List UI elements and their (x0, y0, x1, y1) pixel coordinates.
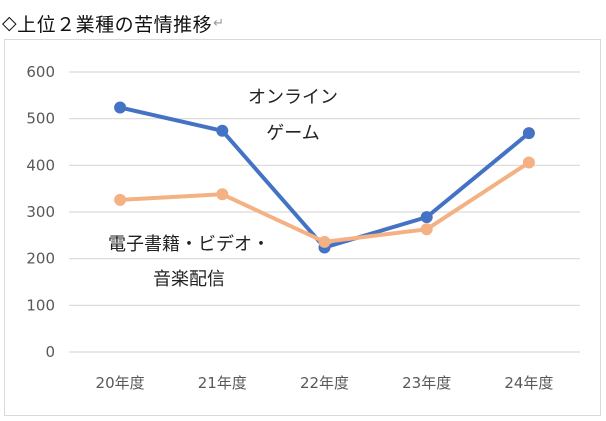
x-tick-label: 23年度 (402, 374, 451, 392)
data-point-series1-4 (522, 156, 535, 169)
series-line-1 (118, 160, 531, 244)
annotation-online-game-line1: オンライン (248, 87, 338, 108)
series-annotations: オンライン ゲーム 電子書籍・ビデオ・ 音楽配信 (108, 87, 338, 290)
chart-frame: 0 100 200 300 400 500 600 20年度 21年度 22年度 23年度 24年度… (4, 39, 601, 416)
series-line-0 (118, 105, 531, 250)
data-point-series0-3 (420, 211, 433, 224)
y-tick-label: 400 (26, 156, 55, 174)
x-tick-label: 24年度 (504, 374, 553, 392)
data-point-series1-0 (114, 193, 127, 206)
y-tick-label: 600 (26, 63, 55, 81)
data-point-series1-3 (420, 223, 433, 236)
y-axis-tick-labels: 0 100 200 300 400 500 600 (26, 63, 55, 361)
series-lines (118, 105, 531, 250)
annotation-ebook-line1: 電子書籍・ビデオ・ (108, 234, 270, 255)
x-tick-label: 22年度 (300, 374, 349, 392)
annotation-online-game-line2: ゲーム (266, 123, 319, 144)
y-tick-label: 200 (26, 250, 55, 268)
x-tick-label: 20年度 (96, 374, 145, 392)
line-chart: 0 100 200 300 400 500 600 20年度 21年度 22年度 23年度 24年度… (26, 63, 580, 392)
paragraph-return-icon: ↵ (213, 15, 225, 31)
data-point-series0-4 (522, 127, 535, 140)
series-points (114, 101, 535, 254)
x-tick-label: 21年度 (198, 374, 247, 392)
chart-heading: ◇ 上位２業種の苦情推移 ↵ (2, 6, 225, 40)
annotation-ebook-line2: 音楽配信 (153, 269, 225, 290)
data-point-series0-0 (114, 101, 127, 114)
heading-text: 上位２業種の苦情推移 (17, 13, 213, 36)
y-tick-label: 100 (26, 296, 55, 314)
data-point-series0-1 (216, 124, 229, 137)
grid-lines (69, 71, 580, 353)
y-tick-label: 300 (26, 203, 55, 221)
diamond-icon: ◇ (2, 12, 18, 34)
data-point-series1-2 (318, 235, 331, 248)
y-tick-label: 500 (26, 110, 55, 128)
y-tick-label: 0 (45, 343, 55, 361)
x-axis-tick-labels: 20年度 21年度 22年度 23年度 24年度 (96, 374, 554, 392)
data-point-series1-1 (216, 188, 229, 201)
